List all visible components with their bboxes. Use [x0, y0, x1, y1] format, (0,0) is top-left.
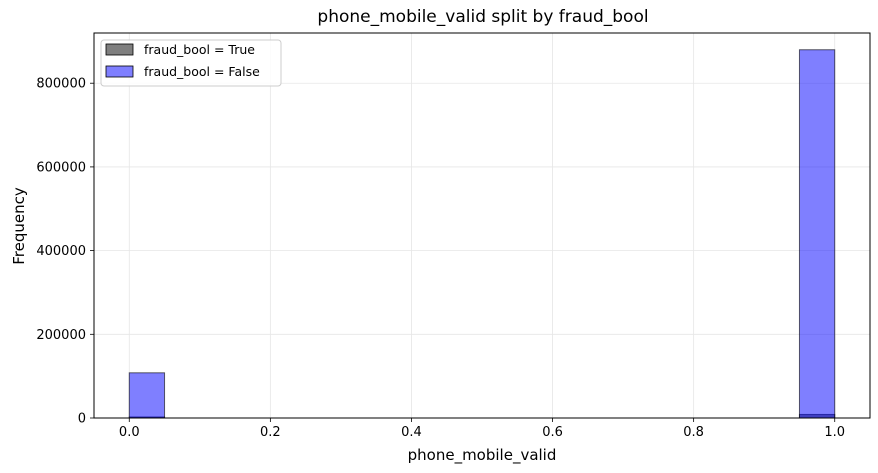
- bar-fraud-false: [798, 49, 836, 419]
- legend: fraud_bool = True fraud_bool = False: [100, 39, 282, 87]
- histogram-bars: [128, 49, 836, 419]
- y-tick-label: 600000: [36, 160, 86, 175]
- legend-swatch-false: [105, 65, 134, 78]
- legend-label-true: fraud_bool = True: [144, 42, 255, 57]
- x-axis-ticks: 0.0 0.2 0.4 0.6 0.8 1.0: [119, 418, 845, 440]
- x-tick-label: 0.6: [542, 425, 563, 440]
- x-tick-label: 0.8: [683, 425, 704, 440]
- y-tick-label: 0: [78, 412, 86, 427]
- x-tick-label: 0.2: [260, 425, 281, 440]
- y-axis-label: Frequency: [10, 187, 28, 265]
- y-tick-label: 800000: [36, 77, 86, 92]
- y-tick-label: 200000: [36, 328, 86, 343]
- x-axis-label: phone_mobile_valid: [408, 446, 557, 465]
- y-tick-label: 400000: [36, 244, 86, 259]
- legend-swatch-true: [105, 43, 134, 56]
- bar-fraud-false: [128, 372, 166, 419]
- x-tick-label: 0.0: [119, 425, 140, 440]
- chart-title: phone_mobile_valid split by fraud_bool: [317, 7, 648, 27]
- legend-label-false: fraud_bool = False: [144, 64, 260, 79]
- plot-frame: [93, 32, 871, 419]
- x-tick-label: 1.0: [824, 425, 845, 440]
- x-tick-label: 0.4: [401, 425, 422, 440]
- legend-box: [100, 39, 282, 87]
- grid-lines: [94, 33, 870, 419]
- y-axis-ticks: 0 200000 400000 600000 800000: [36, 77, 94, 427]
